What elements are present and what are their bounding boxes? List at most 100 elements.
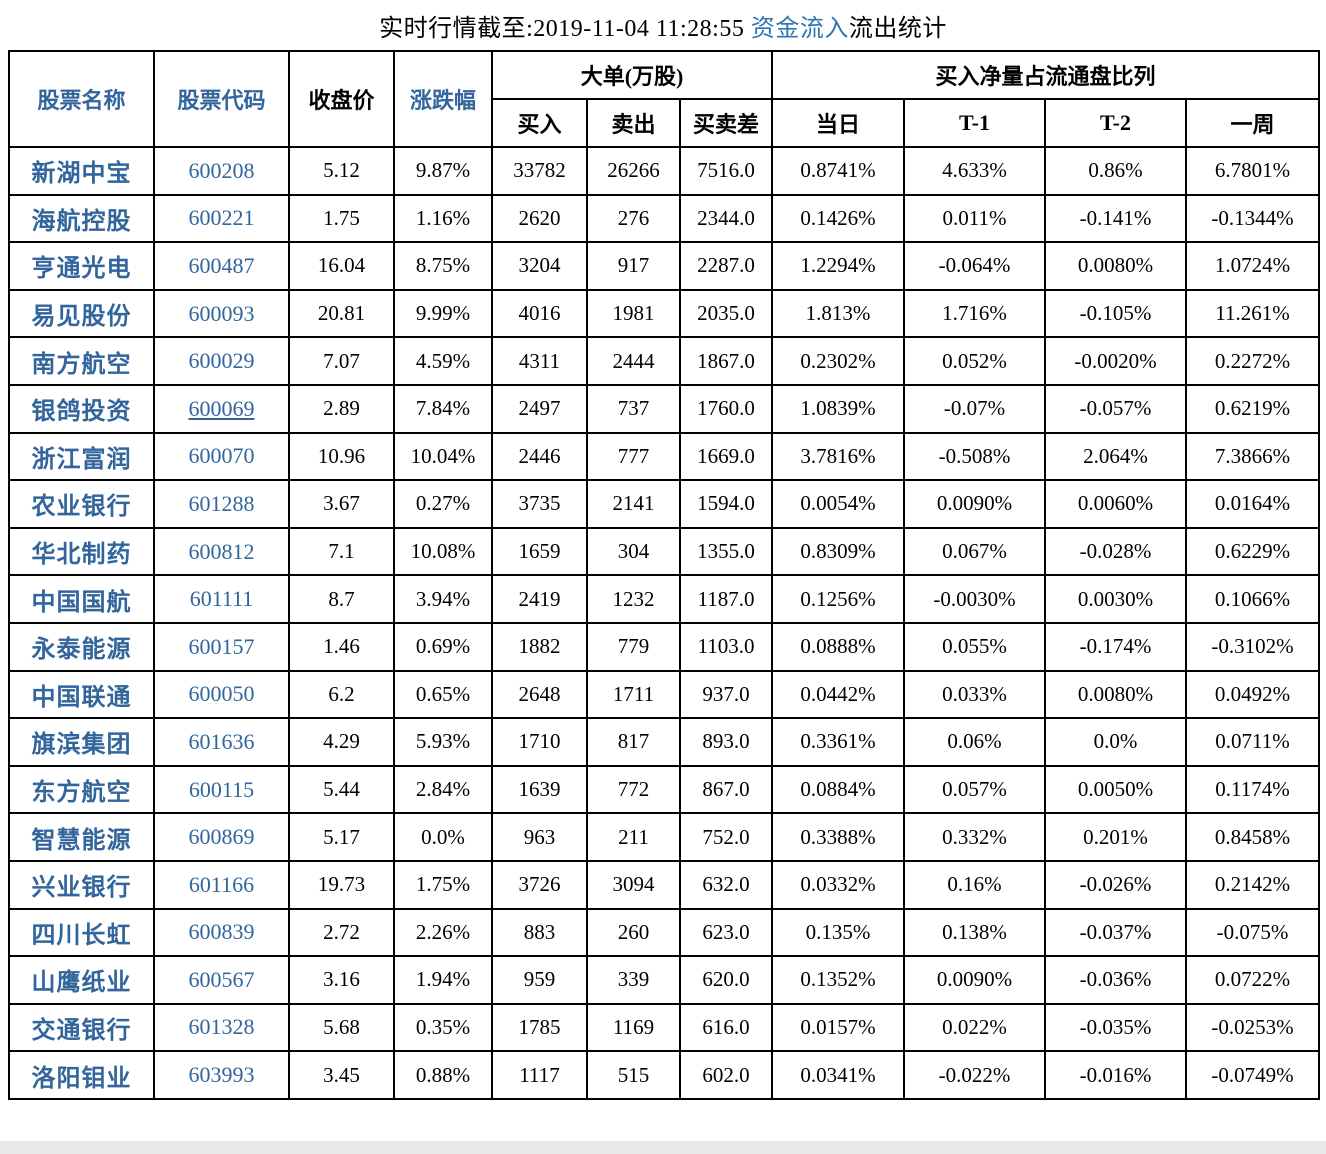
cell-today: 0.0332% [771, 859, 906, 910]
cell-t1: -0.022% [903, 1050, 1047, 1100]
cell-close: 4.29 [288, 717, 395, 767]
cell-week: 0.1174% [1185, 764, 1321, 815]
cell-name[interactable]: 新湖中宝 [8, 146, 155, 196]
cell-t1: 0.332% [903, 812, 1047, 862]
cell-name[interactable]: 山鹰纸业 [8, 955, 155, 1005]
cell-change: 8.75% [393, 241, 493, 291]
cell-code[interactable]: 600050 [153, 669, 290, 720]
cell-code[interactable]: 600221 [153, 193, 290, 244]
cell-name[interactable]: 南方航空 [8, 336, 155, 386]
cell-diff: 2344.0 [678, 193, 774, 244]
cell-code[interactable]: 600029 [153, 336, 290, 386]
cell-sell: 211 [586, 812, 681, 862]
stock-flow-table: 股票名称 股票代码 收盘价 涨跌幅 大单(万股) 买入净量占流通盘比列 买入 卖… [8, 50, 1321, 1100]
cell-week: -0.0749% [1185, 1050, 1321, 1100]
cell-name[interactable]: 华北制药 [8, 526, 155, 577]
header-t2: T-2 [1044, 98, 1188, 148]
title-inflow-link[interactable]: 资金流入 [750, 16, 849, 42]
cell-name[interactable]: 旗滨集团 [8, 717, 155, 767]
cell-name[interactable]: 农业银行 [8, 479, 155, 529]
cell-buy: 1710 [491, 717, 588, 767]
cell-name[interactable]: 交通银行 [8, 1002, 155, 1053]
cell-t1: 0.057% [903, 764, 1047, 815]
cell-change: 0.0% [393, 812, 493, 862]
cell-name[interactable]: 东方航空 [8, 764, 155, 815]
cell-sell: 1169 [586, 1002, 681, 1053]
cell-change: 1.16% [393, 193, 493, 244]
cell-code[interactable]: 600115 [153, 764, 290, 815]
cell-code[interactable]: 600869 [153, 812, 290, 862]
cell-code[interactable]: 601636 [153, 717, 290, 767]
cell-code[interactable]: 601288 [153, 479, 290, 529]
cell-t1: 0.067% [903, 526, 1047, 577]
cell-code[interactable]: 600812 [153, 526, 290, 577]
cell-code[interactable]: 600070 [153, 431, 290, 482]
cell-code[interactable]: 600208 [153, 146, 290, 196]
cell-t2: -0.016% [1044, 1050, 1188, 1100]
cell-buy: 2497 [491, 383, 588, 434]
cell-change: 3.94% [393, 574, 493, 624]
cell-t1: 1.716% [903, 288, 1047, 339]
cell-close: 1.46 [288, 621, 395, 672]
cell-change: 9.87% [393, 146, 493, 196]
cell-change: 2.26% [393, 907, 493, 958]
cell-name[interactable]: 中国联通 [8, 669, 155, 720]
cell-t1: 0.0090% [903, 479, 1047, 529]
cell-buy: 959 [491, 955, 588, 1005]
cell-code[interactable]: 600157 [153, 621, 290, 672]
cell-diff: 623.0 [678, 907, 774, 958]
table-body: 新湖中宝 600208 5.12 9.87% 33782 26266 7516.0 0.874… [8, 146, 1321, 1100]
table-row: 交通银行 601328 5.68 0.35% 1785 1169 616.0 0.0157% 0… [8, 1002, 1321, 1053]
cell-code[interactable]: 600069 [153, 383, 290, 434]
cell-week: 1.0724% [1185, 241, 1321, 291]
cell-name[interactable]: 易见股份 [8, 288, 155, 339]
table-row: 南方航空 600029 7.07 4.59% 4311 2444 1867.0 0.2302%… [8, 336, 1321, 386]
cell-change: 0.88% [393, 1050, 493, 1100]
cell-today: 1.0839% [771, 383, 906, 434]
cell-sell: 26266 [586, 146, 681, 196]
cell-today: 0.2302% [771, 336, 906, 386]
cell-buy: 1785 [491, 1002, 588, 1053]
cell-code[interactable]: 601111 [153, 574, 290, 624]
header-net-ratio-group: 买入净量占流通盘比列 [771, 50, 1321, 100]
cell-diff: 620.0 [678, 955, 774, 1005]
cell-close: 7.07 [288, 336, 395, 386]
cell-today: 1.813% [771, 288, 906, 339]
cell-name[interactable]: 四川长虹 [8, 907, 155, 958]
table-row: 中国联通 600050 6.2 0.65% 2648 1711 937.0 0.0442% 0.… [8, 669, 1321, 720]
cell-name[interactable]: 浙江富润 [8, 431, 155, 482]
cell-name[interactable]: 兴业银行 [8, 859, 155, 910]
cell-diff: 602.0 [678, 1050, 774, 1100]
cell-name[interactable]: 海航控股 [8, 193, 155, 244]
cell-close: 20.81 [288, 288, 395, 339]
cell-name[interactable]: 银鸽投资 [8, 383, 155, 434]
cell-t1: 0.011% [903, 193, 1047, 244]
cell-today: 0.0157% [771, 1002, 906, 1053]
cell-t2: 0.0030% [1044, 574, 1188, 624]
cell-diff: 1760.0 [678, 383, 774, 434]
cell-code[interactable]: 603993 [153, 1050, 290, 1100]
cell-code[interactable]: 600093 [153, 288, 290, 339]
cell-name[interactable]: 亨通光电 [8, 241, 155, 291]
cell-week: -0.1344% [1185, 193, 1321, 244]
cell-today: 0.1426% [771, 193, 906, 244]
cell-code[interactable]: 600839 [153, 907, 290, 958]
cell-buy: 963 [491, 812, 588, 862]
cell-code[interactable]: 601166 [153, 859, 290, 910]
cell-name[interactable]: 洛阳钼业 [8, 1050, 155, 1100]
cell-change: 5.93% [393, 717, 493, 767]
cell-code[interactable]: 601328 [153, 1002, 290, 1053]
cell-week: 0.0722% [1185, 955, 1321, 1005]
cell-name[interactable]: 中国国航 [8, 574, 155, 624]
table-row: 易见股份 600093 20.81 9.99% 4016 1981 2035.0 1.813%… [8, 288, 1321, 339]
cell-buy: 33782 [491, 146, 588, 196]
cell-today: 3.7816% [771, 431, 906, 482]
cell-code[interactable]: 600567 [153, 955, 290, 1005]
cell-name[interactable]: 智慧能源 [8, 812, 155, 862]
header-close-price: 收盘价 [288, 50, 395, 148]
cell-code[interactable]: 600487 [153, 241, 290, 291]
cell-today: 0.1256% [771, 574, 906, 624]
cell-sell: 339 [586, 955, 681, 1005]
cell-name[interactable]: 永泰能源 [8, 621, 155, 672]
table-row: 智慧能源 600869 5.17 0.0% 963 211 752.0 0.3388% 0.33… [8, 812, 1321, 862]
